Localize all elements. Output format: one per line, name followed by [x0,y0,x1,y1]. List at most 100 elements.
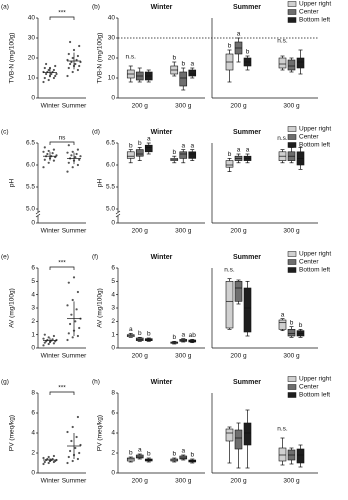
letter-label: b [147,451,151,458]
letter-label: b [246,49,250,56]
y-tick-label: 0 [31,345,35,352]
data-point [46,457,49,461]
letter-label: a [129,326,133,333]
panel-label: (f) [92,254,98,261]
axis-break [35,213,41,218]
x-tick-label: Winter [41,103,61,110]
box [126,151,135,159]
letter-label: ab [189,332,197,339]
x-tick-label: 200 g [132,353,149,360]
data-point [69,40,72,44]
legend-label: Center [299,134,319,141]
legend-swatch [287,251,297,257]
data-point [52,159,56,162]
legend-swatch [287,9,297,15]
data-point [71,336,74,339]
box [126,457,135,462]
panel-label: (g) [1,379,9,386]
y-tick-label: 1 [31,331,35,338]
y-tick-label: 10 [108,75,116,82]
legend-label: Upper right [299,126,331,133]
data-point [75,152,78,156]
legend-label: Bottom left [299,392,330,399]
significance-bracket [49,141,75,145]
data-point [51,457,54,461]
data-point [70,439,73,443]
x-tick-label: 300 g [175,353,192,360]
data-point [42,70,45,74]
data-point [78,451,81,455]
legend-label: Center [299,384,319,391]
x-tick-label: 300 g [283,228,300,235]
data-point [42,462,45,466]
axis-break [115,210,121,215]
data-point [70,60,73,64]
legend-label: Bottom left [299,267,330,274]
letter-label: b [172,451,176,458]
letter-label: a [237,147,241,154]
data-point [42,344,45,347]
facet-title: Winter [151,4,173,11]
legend-swatch [287,259,297,265]
legend-label: Bottom left [299,17,330,24]
letter-label: a [281,311,285,318]
box [234,281,243,302]
box [188,69,197,77]
letter-label: a [190,61,194,68]
legend-swatch [287,126,297,132]
y-axis-label: AV (mg/100g) [9,288,16,328]
data-point [52,68,56,72]
box [144,144,153,153]
box [135,149,144,157]
legend-label: Upper right [299,376,331,383]
panel-label: (d) [92,129,100,136]
x-tick-label: Winter [41,478,61,485]
y-tick-label: 4 [31,430,35,437]
y-tick-label: 4 [31,291,35,298]
data-point [66,430,69,434]
y-tick-label: 8 [31,390,35,397]
data-point [69,322,72,326]
y-tick-label: 20 [28,55,36,62]
x-tick-label: Summer [62,353,87,360]
box [225,160,234,168]
x-tick-label: 200 g [230,228,247,235]
data-point [51,70,54,74]
data-point [47,161,50,164]
data-point [70,313,73,316]
data-point [76,457,79,461]
y-tick-label: 5.0 [26,206,35,213]
data-point [67,332,70,335]
y-tick-label: 6.0 [106,162,115,169]
data-point [46,152,49,156]
legend-swatch [287,392,297,398]
data-point [45,62,48,66]
legend-label: Upper right [299,251,331,258]
y-tick-label: 0 [31,470,35,477]
data-point [74,446,77,450]
data-point [54,74,57,78]
data-point [42,337,45,340]
legend-label: Bottom left [299,142,330,149]
letter-label: b [138,140,142,147]
data-point [43,66,46,70]
x-tick-label: 300 g [175,228,192,235]
legend-label: Upper right [299,1,331,8]
data-point [43,333,46,336]
y-tick-label: 5.5 [26,184,35,191]
data-point [76,148,79,151]
data-point [71,56,74,60]
data-point [69,62,72,66]
y-tick-label: 1 [111,331,115,338]
data-point [47,68,50,72]
panel-label: (c) [1,129,9,136]
letter-label: b [190,452,194,459]
facet-title: Winter [151,379,173,386]
y-tick-label: 6 [111,410,115,417]
data-point [42,456,45,460]
data-point [76,68,79,72]
letter-label: b [181,61,185,68]
legend-swatch [287,384,297,390]
data-point [46,338,49,342]
